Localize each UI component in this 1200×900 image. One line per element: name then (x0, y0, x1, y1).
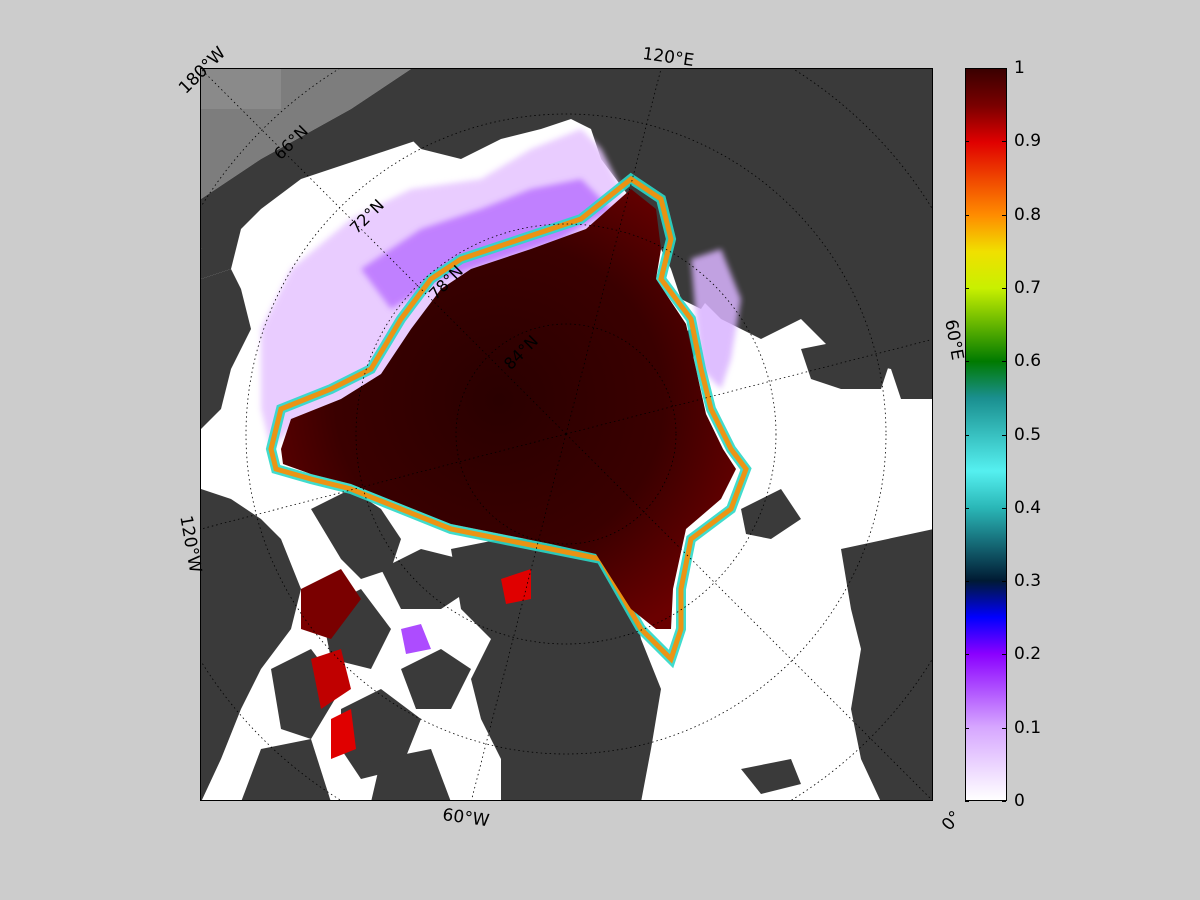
colorbar-tick-mark (965, 581, 969, 583)
colorbar-tick-label: 0.1 (1014, 717, 1042, 738)
no-data-region (201, 69, 281, 109)
colorbar-tick-label: 0.3 (1014, 571, 1042, 592)
colorbar-tick-mark (965, 507, 969, 509)
colorbar-tick-mark (965, 361, 969, 363)
polar-map (200, 68, 933, 801)
colorbar-tick-mark (965, 654, 969, 656)
sea-ice-field (261, 129, 752, 759)
colorbar-tick-mark (1002, 801, 1006, 802)
colorbar-tick-label: 0.7 (1014, 277, 1042, 298)
lon-label-60w: 60°W (441, 805, 491, 832)
colorbar-tick-label: 0.5 (1014, 424, 1042, 445)
colorbar-tick-mark (965, 727, 969, 729)
colorbar-tick-mark (965, 214, 969, 216)
colorbar-tick-mark (965, 801, 969, 802)
colorbar-tick-mark (1002, 361, 1006, 363)
colorbar-tick-mark (1002, 727, 1006, 729)
colorbar-tick-label: 0 (1014, 791, 1025, 811)
colorbar-tick-mark (1002, 141, 1006, 143)
colorbar-tick-mark (1002, 581, 1006, 583)
map-canvas (201, 69, 932, 800)
colorbar-tick-mark (1002, 214, 1006, 216)
lon-label-60e: 60°E (940, 318, 968, 362)
colorbar-tick-label: 0.6 (1014, 351, 1042, 372)
colorbar-tick-mark (965, 68, 969, 69)
colorbar-tick-mark (1002, 434, 1006, 436)
colorbar-tick-mark (965, 141, 969, 143)
colorbar-tick-mark (1002, 68, 1006, 69)
colorbar-tick-mark (1002, 287, 1006, 289)
lon-label-0: 0° (938, 807, 966, 835)
colorbar-tick-mark (1002, 654, 1006, 656)
colorbar-tick-mark (965, 434, 969, 436)
colorbar-tick-mark (965, 287, 969, 289)
colorbar-tick-label: 0.2 (1014, 644, 1042, 665)
graticule (201, 69, 932, 800)
lon-label-120e: 120°E (641, 44, 696, 72)
colorbar-tick-mark (1002, 507, 1006, 509)
colorbar-tick-label: 0.4 (1014, 497, 1042, 518)
colorbar-tick-label: 0.8 (1014, 204, 1042, 225)
colorbar-tick-label: 1 (1014, 58, 1025, 78)
colorbar (965, 68, 1007, 801)
colorbar-tick-label: 0.9 (1014, 131, 1042, 152)
